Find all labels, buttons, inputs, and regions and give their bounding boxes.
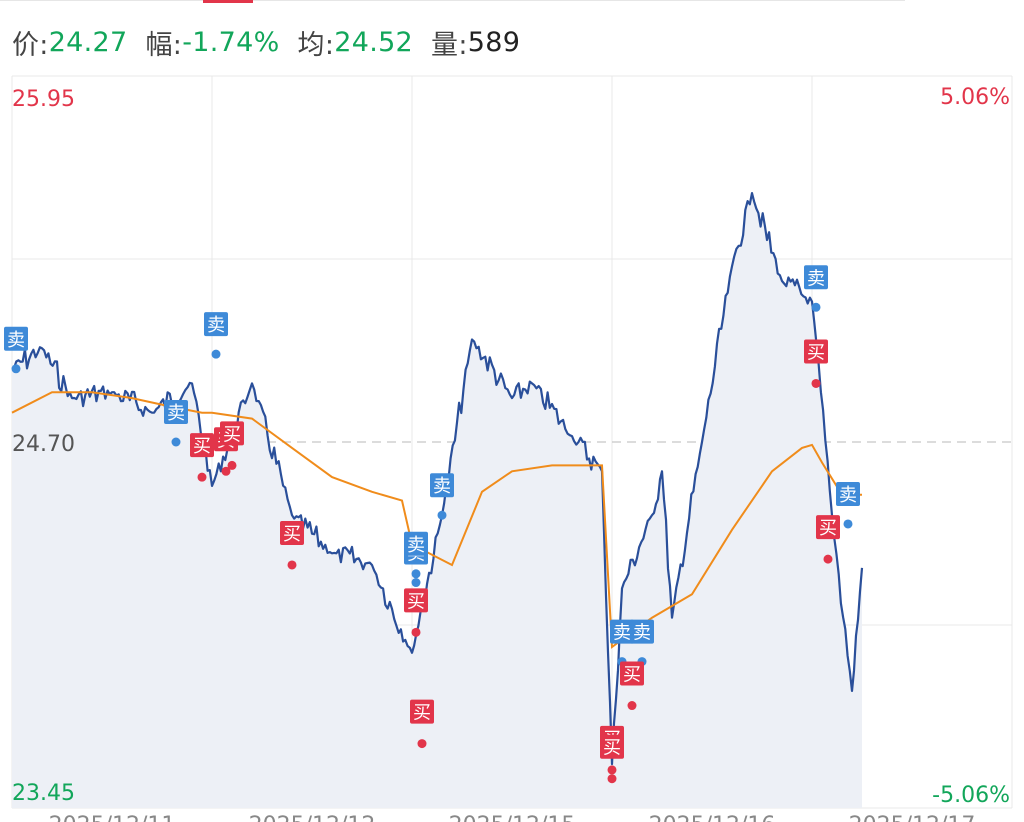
sell-badge (164, 400, 188, 424)
x-tick-label: 2025/12/11 (49, 813, 176, 822)
sell-marker[interactable]: 卖 (836, 481, 860, 529)
x-tick-label: 2025/12/17 (849, 813, 976, 822)
buy-dot (607, 774, 617, 784)
buy-badge-label: 买 (413, 703, 431, 724)
price-label: 价: (12, 29, 49, 61)
sell-badge-label: 卖 (207, 315, 225, 336)
buy-badge (816, 515, 840, 540)
active-tab-indicator (203, 0, 253, 3)
buy-dot (823, 554, 833, 564)
x-tick-label: 2025/12/15 (449, 813, 576, 822)
change-value: -1.74% (182, 26, 280, 58)
trade-markers: 卖卖卖买买买买卖卖买买卖买买卖卖买卖买买卖 (4, 265, 860, 784)
right-axis-max-label: 5.06% (940, 85, 1010, 110)
buy-badge-label: 买 (283, 524, 301, 545)
buy-badge-label: 买 (193, 436, 211, 457)
buy-badge-label: 买 (819, 518, 837, 539)
buy-dot (417, 739, 427, 749)
buy-marker[interactable]: 买 (620, 661, 644, 711)
sell-dot (811, 302, 821, 312)
buy-dot (811, 378, 821, 388)
sell-marker[interactable]: 卖 (164, 400, 188, 447)
buy-badge (404, 588, 428, 613)
sell-marker[interactable]: 卖 (4, 326, 28, 374)
sell-badge (804, 265, 828, 290)
right-axis-min-label: -5.06% (932, 783, 1010, 808)
buy-dot (287, 560, 297, 570)
sell-marker[interactable]: 卖 (804, 265, 828, 312)
buy-dot (197, 472, 207, 482)
sell-dot (411, 578, 421, 588)
sell-badge-label: 卖 (167, 403, 185, 424)
buy-marker[interactable]: 买 (404, 588, 428, 637)
buy-badge-label: 买 (807, 342, 825, 363)
sell-dot (11, 364, 21, 374)
buy-marker[interactable]: 买 (600, 734, 624, 784)
buy-dot (227, 460, 237, 470)
buy-marker[interactable]: 买 (190, 433, 214, 482)
avg-line (11, 391, 862, 649)
buy-badge (620, 661, 644, 686)
stats-bar: 价: 24.27 幅: -1.74% 均: 24.52 量: 589 (12, 22, 520, 62)
sell-badge (4, 326, 28, 351)
sell-dot (843, 519, 853, 529)
buy-dot (627, 701, 637, 711)
buy-marker[interactable]: 买 (804, 339, 828, 388)
y-axis-mid-label: 24.70 (12, 432, 75, 457)
x-tick-labels: 2025/12/11 2025/12/12 2025/12/15 2025/12/16… (49, 813, 976, 822)
buy-badge-label: 买 (603, 738, 621, 759)
sell-badge-label: 卖 (807, 268, 825, 289)
buy-marker[interactable]: 买 (220, 421, 244, 470)
buy-badge-label: 买 (223, 424, 241, 445)
price-value: 24.27 (48, 26, 128, 58)
volume-value: 589 (467, 26, 521, 58)
top-divider (0, 0, 905, 1)
sell-badge-label: 卖 (839, 485, 857, 506)
sell-badge (630, 619, 654, 644)
sell-badge (404, 531, 428, 556)
y-axis-max-label: 25.95 (12, 87, 75, 112)
buy-badge (410, 699, 434, 724)
sell-badge-label: 卖 (433, 476, 451, 497)
avg-label: 均: (297, 29, 335, 61)
sell-badge (204, 312, 228, 337)
sell-marker[interactable]: 卖 (404, 531, 428, 579)
sell-marker[interactable]: 卖 (610, 619, 634, 667)
sell-badge (430, 473, 454, 498)
sell-dot (411, 569, 421, 579)
buy-badge (280, 520, 304, 545)
buy-marker[interactable]: 买 (410, 699, 434, 749)
price-area-fill (12, 193, 862, 809)
buy-badge (190, 433, 214, 458)
x-tick-label: 2025/12/12 (249, 813, 376, 822)
sell-badge-label: 卖 (7, 330, 25, 351)
sell-badge (610, 619, 634, 644)
sell-dot (171, 437, 181, 447)
sell-badge-label: 卖 (407, 535, 425, 556)
y-axis-min-label: 23.45 (12, 781, 75, 806)
avg-value: 24.52 (334, 26, 414, 58)
buy-badge (804, 339, 828, 364)
sell-marker[interactable]: 卖 (630, 619, 654, 667)
sell-marker[interactable]: 卖 (204, 312, 228, 359)
sell-badge-label: 卖 (613, 623, 631, 644)
sell-badge-label: 卖 (633, 623, 651, 644)
x-tick-label: 2025/12/16 (649, 813, 776, 822)
buy-dot (411, 627, 421, 637)
change-label: 幅: (145, 29, 183, 61)
buy-marker[interactable]: 买 (816, 515, 840, 564)
buy-marker[interactable]: 买 (280, 520, 304, 570)
sell-badge (836, 481, 860, 506)
buy-badge (220, 421, 244, 446)
volume-label: 量: (431, 29, 468, 61)
sell-dot (211, 349, 221, 359)
buy-dot (221, 466, 231, 476)
buy-badge-label: 买 (407, 591, 425, 612)
buy-badge-label: 买 (623, 665, 641, 686)
buy-badge (600, 734, 624, 759)
sell-dot (437, 510, 447, 520)
buy-dot (607, 765, 617, 775)
sell-marker[interactable]: 卖 (430, 473, 454, 520)
